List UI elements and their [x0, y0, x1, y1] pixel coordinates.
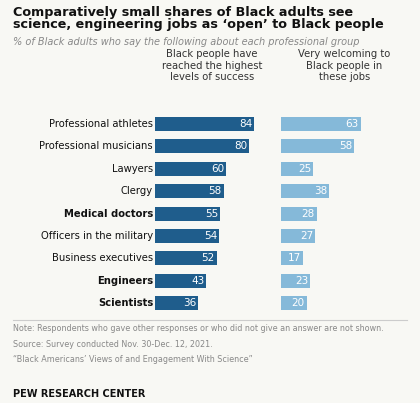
Text: Professional musicians: Professional musicians: [39, 141, 153, 152]
Text: “Black Americans’ Views of and Engagement With Science”: “Black Americans’ Views of and Engagemen…: [13, 355, 252, 364]
Text: 25: 25: [298, 164, 311, 174]
Text: Lawyers: Lawyers: [112, 164, 153, 174]
Bar: [281, 251, 303, 265]
Bar: [155, 251, 217, 265]
Text: 43: 43: [191, 276, 204, 286]
Text: Officers in the military: Officers in the military: [41, 231, 153, 241]
Text: Medical doctors: Medical doctors: [64, 209, 153, 218]
Text: 17: 17: [288, 253, 301, 264]
Bar: [281, 229, 315, 243]
Bar: [155, 117, 254, 131]
Bar: [281, 117, 361, 131]
Text: 60: 60: [211, 164, 224, 174]
Text: Clergy: Clergy: [121, 186, 153, 196]
Text: PEW RESEARCH CENTER: PEW RESEARCH CENTER: [13, 389, 145, 399]
Bar: [281, 139, 354, 154]
Text: Note: Respondents who gave other responses or who did not give an answer are not: Note: Respondents who gave other respons…: [13, 324, 383, 333]
Text: Source: Survey conducted Nov. 30-Dec. 12, 2021.: Source: Survey conducted Nov. 30-Dec. 12…: [13, 340, 212, 349]
Text: 38: 38: [314, 186, 328, 196]
Text: Scientists: Scientists: [98, 298, 153, 308]
Text: 58: 58: [339, 141, 353, 152]
Text: Black people have
reached the highest
levels of success: Black people have reached the highest le…: [162, 49, 262, 82]
Text: 20: 20: [291, 298, 305, 308]
Bar: [155, 139, 249, 154]
Bar: [155, 274, 206, 288]
Text: 52: 52: [202, 253, 215, 264]
Text: 55: 55: [205, 209, 218, 218]
Bar: [155, 229, 219, 243]
Text: 27: 27: [300, 231, 314, 241]
Bar: [155, 162, 226, 176]
Text: Business executives: Business executives: [52, 253, 153, 264]
Text: 80: 80: [235, 141, 248, 152]
Text: 84: 84: [239, 119, 252, 129]
Bar: [281, 274, 310, 288]
Text: Professional athletes: Professional athletes: [49, 119, 153, 129]
Bar: [155, 184, 223, 198]
Text: 58: 58: [209, 186, 222, 196]
Text: 23: 23: [295, 276, 308, 286]
Text: 54: 54: [204, 231, 217, 241]
Bar: [281, 296, 307, 310]
Bar: [155, 296, 198, 310]
Text: Engineers: Engineers: [97, 276, 153, 286]
Bar: [281, 184, 329, 198]
Text: 63: 63: [346, 119, 359, 129]
Text: % of Black adults who say the following about each professional group: % of Black adults who say the following …: [13, 37, 359, 47]
Text: science, engineering jobs as ‘open’ to Black people: science, engineering jobs as ‘open’ to B…: [13, 18, 383, 31]
Text: Very welcoming to
Black people in
these jobs: Very welcoming to Black people in these …: [298, 49, 391, 82]
Bar: [155, 207, 220, 220]
Bar: [281, 207, 317, 220]
Text: 36: 36: [183, 298, 196, 308]
Text: 28: 28: [302, 209, 315, 218]
Text: Comparatively small shares of Black adults see: Comparatively small shares of Black adul…: [13, 6, 353, 19]
Bar: [281, 162, 313, 176]
